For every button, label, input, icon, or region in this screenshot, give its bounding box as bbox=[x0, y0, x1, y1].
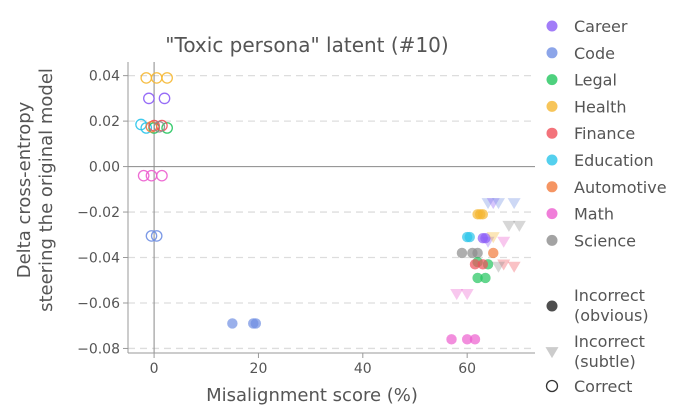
legend-label: (obvious) bbox=[574, 306, 649, 325]
legend-swatch bbox=[546, 47, 558, 59]
legend-swatch bbox=[546, 208, 558, 220]
point-incorrect-subtle bbox=[491, 198, 505, 210]
x-axis-label: Misalignment score (%) bbox=[206, 385, 418, 406]
legend-swatch bbox=[546, 74, 558, 86]
y-tick-label: 0.00 bbox=[89, 160, 120, 176]
point-correct bbox=[153, 120, 166, 133]
point-correct bbox=[161, 122, 173, 134]
y-tick-label: −0.04 bbox=[77, 251, 120, 267]
point-incorrect-subtle bbox=[497, 236, 511, 248]
point-incorrect-obvious bbox=[477, 209, 489, 220]
point-incorrect-subtle bbox=[460, 289, 474, 301]
y-axis-label-line: Delta cross-entropy bbox=[14, 101, 35, 278]
point-correct bbox=[145, 169, 158, 182]
gridlines bbox=[128, 74, 535, 350]
point-incorrect-subtle bbox=[507, 261, 521, 273]
legend-label: Education bbox=[574, 151, 654, 170]
y-tick-label: −0.02 bbox=[77, 205, 120, 221]
point-correct bbox=[150, 230, 163, 242]
chart-title: "Toxic persona" latent (#10) bbox=[165, 33, 448, 57]
point-incorrect-subtle bbox=[502, 220, 516, 232]
point-correct bbox=[150, 72, 163, 84]
y-tick-label: −0.06 bbox=[77, 296, 120, 312]
legend-marker-correct bbox=[545, 379, 559, 393]
point-incorrect-obvious bbox=[464, 231, 475, 243]
legend-label: Legal bbox=[574, 71, 617, 90]
point-correct bbox=[145, 230, 158, 242]
legend-label: Career bbox=[574, 17, 628, 36]
point-correct bbox=[140, 72, 153, 84]
point-incorrect-obvious bbox=[477, 259, 489, 270]
point-incorrect-obvious bbox=[469, 259, 481, 270]
y-axis-label-line: steering the original model bbox=[36, 68, 57, 312]
reference-lines bbox=[128, 62, 535, 353]
legend-label: Finance bbox=[574, 124, 635, 143]
legend-label: (subtle) bbox=[574, 352, 636, 371]
point-incorrect-obvious bbox=[456, 247, 468, 259]
point-correct bbox=[143, 92, 155, 105]
legend-label: Automotive bbox=[574, 178, 667, 197]
legend-label: Incorrect bbox=[574, 286, 645, 305]
axes bbox=[127, 62, 535, 354]
y-tick-label: 0.02 bbox=[89, 114, 120, 130]
point-incorrect-subtle bbox=[491, 261, 505, 273]
point-incorrect-obvious bbox=[469, 334, 481, 345]
legend-swatch bbox=[546, 234, 558, 246]
point-incorrect-subtle bbox=[486, 232, 500, 244]
point-incorrect-obvious bbox=[446, 334, 457, 345]
point-incorrect-subtle bbox=[507, 198, 521, 210]
legend-marker-obvious bbox=[546, 300, 558, 312]
legend-label: Science bbox=[574, 231, 636, 250]
point-correct bbox=[161, 72, 173, 84]
point-incorrect-subtle bbox=[450, 289, 464, 301]
tick-labels: 0 20 40 60 0.04 0.02 0.00 −0.02 −0.04 −0.06 −0.08 bbox=[77, 69, 476, 377]
data-points bbox=[135, 72, 526, 345]
legend-label: Correct bbox=[574, 377, 632, 396]
y-tick-label: −0.08 bbox=[77, 341, 120, 357]
point-incorrect-obvious bbox=[461, 334, 473, 345]
point-incorrect-subtle bbox=[486, 198, 500, 210]
legend-label: Math bbox=[574, 205, 614, 224]
point-incorrect-subtle bbox=[481, 236, 495, 248]
legend: Career Code Legal Health Finance Education Aut… bbox=[545, 17, 667, 396]
legend-swatch bbox=[546, 181, 558, 193]
y-tick-label: 0.04 bbox=[89, 69, 120, 85]
point-incorrect-subtle bbox=[512, 220, 526, 232]
point-incorrect-subtle bbox=[497, 259, 511, 271]
point-incorrect-obvious bbox=[472, 247, 483, 259]
legend-label: Health bbox=[574, 97, 627, 116]
point-incorrect-subtle bbox=[481, 198, 495, 210]
point-incorrect-obvious bbox=[472, 272, 483, 284]
y-axis-label: Delta cross-entropy steering the original… bbox=[14, 68, 57, 312]
legend-swatch bbox=[546, 127, 558, 139]
legend-swatch bbox=[546, 154, 558, 166]
legend-label: Code bbox=[574, 44, 615, 63]
legend-swatch bbox=[546, 100, 558, 112]
x-tick-label: 60 bbox=[458, 361, 476, 377]
point-correct bbox=[140, 122, 153, 134]
x-tick-label: 20 bbox=[250, 361, 268, 377]
point-incorrect-obvious bbox=[488, 247, 499, 259]
legend-swatch bbox=[546, 20, 558, 32]
x-tick-label: 0 bbox=[150, 361, 159, 377]
x-tick-label: 40 bbox=[354, 361, 372, 377]
legend-marker-subtle bbox=[545, 347, 559, 359]
point-correct bbox=[145, 120, 158, 133]
point-incorrect-obvious bbox=[227, 318, 238, 329]
point-correct bbox=[156, 169, 168, 182]
point-correct bbox=[137, 169, 150, 182]
point-incorrect-obvious bbox=[480, 272, 491, 284]
point-incorrect-obvious bbox=[480, 232, 491, 244]
legend-label: Incorrect bbox=[574, 332, 645, 351]
point-incorrect-obvious bbox=[250, 318, 262, 329]
point-correct bbox=[158, 92, 171, 105]
